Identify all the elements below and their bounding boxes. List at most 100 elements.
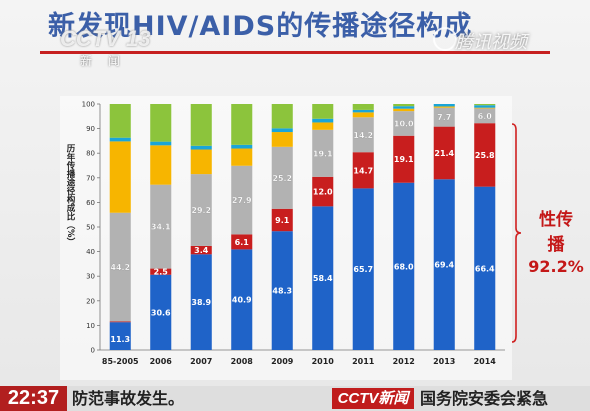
slide: 新发现HIV/AIDS的传播途径构成 CCTV 13 新 闻 腾讯视频 0 10 2… xyxy=(0,0,590,386)
bar-segment xyxy=(190,254,212,350)
bar-segment xyxy=(352,112,374,118)
bar-segment xyxy=(474,186,496,350)
bar-segment xyxy=(109,104,131,138)
bar-segment xyxy=(474,105,496,108)
y-tick-label: 50 xyxy=(86,224,95,232)
bar-data-label: 58.4 xyxy=(313,274,333,283)
bar-segment xyxy=(352,188,374,350)
sexual-transmission-callout: 性传 播 92.2% xyxy=(524,205,588,276)
bar-segment xyxy=(312,129,334,177)
x-tick-label: 2010 xyxy=(312,357,335,366)
bar-segment xyxy=(271,231,293,350)
callout-bracket xyxy=(511,123,522,343)
y-tick-label: 70 xyxy=(86,174,95,182)
y-tick-label: 30 xyxy=(86,273,95,281)
bar-data-label: 6.0 xyxy=(478,112,493,121)
bar-data-label: 2.5 xyxy=(154,268,169,277)
bar-segment xyxy=(231,144,253,149)
bar-segment xyxy=(474,104,496,106)
bar-segment xyxy=(190,145,212,150)
bar-segment xyxy=(433,179,455,350)
bar-segment xyxy=(231,249,253,350)
slide-title: 新发现HIV/AIDS的传播途径构成 xyxy=(48,11,473,42)
x-tick-label: 2008 xyxy=(231,357,254,366)
y-tick-label: 0 xyxy=(91,347,95,355)
x-tick-label: 2011 xyxy=(352,357,375,366)
bar-segment xyxy=(271,128,293,133)
bar-segment xyxy=(150,104,172,142)
y-tick-label: 80 xyxy=(86,150,95,158)
bar-data-label: 27.9 xyxy=(232,196,252,205)
bar-segment xyxy=(352,152,374,189)
bar-data-label: 25.2 xyxy=(272,174,292,183)
bar-segment xyxy=(271,104,293,129)
bar-segment xyxy=(231,234,253,250)
news-ticker: 22:37 防范事故发生。 CCTV新闻 国务院安委会紧急 xyxy=(0,386,590,411)
bar-data-label: 25.8 xyxy=(475,151,495,160)
bar-segment xyxy=(433,106,455,108)
bar-data-label: 3.4 xyxy=(194,246,209,255)
callout-line-1: 性传 xyxy=(539,210,573,230)
bar-data-label: 65.7 xyxy=(353,265,373,274)
bar-segment xyxy=(109,212,131,322)
bar-segment xyxy=(190,174,212,246)
bar-segment xyxy=(271,208,293,232)
bar-segment xyxy=(150,268,172,275)
bar-data-label: 48.3 xyxy=(272,287,292,296)
bar-segment xyxy=(271,146,293,209)
bar-segment xyxy=(271,132,293,147)
bar-segment xyxy=(352,104,374,110)
stacked-bar-chart: 0102030405060708090100历年传播途径构成比（%）11.30.… xyxy=(60,96,522,380)
bar-data-label: 69.4 xyxy=(434,261,454,270)
bar-segment xyxy=(312,104,334,119)
bar-segment xyxy=(393,106,415,109)
bar-data-label: 10.0 xyxy=(394,119,414,128)
ticker-clock: 22:37 xyxy=(0,386,67,411)
bar-segment xyxy=(312,206,334,350)
bar-segment xyxy=(474,108,496,124)
bar-data-label: 29.2 xyxy=(191,206,211,215)
bar-data-label: 11.3 xyxy=(110,335,130,344)
bar-segment xyxy=(474,123,496,187)
bar-segment xyxy=(393,111,415,136)
bar-data-label: 68.0 xyxy=(394,262,414,271)
bar-segment xyxy=(352,117,374,153)
bar-segment xyxy=(190,245,212,255)
bar-segment xyxy=(433,107,455,127)
title-underline xyxy=(40,51,550,54)
bar-data-label: 6.1 xyxy=(235,238,250,247)
bar-segment xyxy=(393,108,415,112)
bar-segment xyxy=(231,148,253,166)
bar-segment xyxy=(231,104,253,145)
y-tick-label: 40 xyxy=(86,248,95,256)
y-tick-label: 20 xyxy=(86,297,95,305)
bar-data-label: 19.1 xyxy=(313,149,333,158)
y-tick-label: 100 xyxy=(82,101,95,109)
bar-data-label: 40.9 xyxy=(232,296,252,305)
bar-data-label: 12.0 xyxy=(313,188,333,197)
x-tick-label: 2009 xyxy=(271,357,294,366)
cctv-news-logo: CCTV新闻 xyxy=(332,388,414,409)
bar-segment xyxy=(109,141,131,213)
bar-data-label: 7.7 xyxy=(437,113,451,122)
y-tick-label: 60 xyxy=(86,199,95,207)
y-axis-title: 历年传播途径构成比（%） xyxy=(65,144,76,246)
bar-data-label: 34.1 xyxy=(151,223,171,232)
bar-segment xyxy=(433,104,455,107)
bar-data-label: 44.2 xyxy=(110,263,130,272)
bar-segment xyxy=(150,184,172,269)
bar-segment xyxy=(433,126,455,180)
bar-segment xyxy=(312,176,334,207)
bar-data-label: 14.2 xyxy=(353,131,373,140)
callout-line-2: 播 xyxy=(547,235,565,255)
y-tick-label: 90 xyxy=(86,125,95,133)
bar-segment xyxy=(109,137,131,142)
tencent-video-logo-icon xyxy=(433,27,457,51)
bar-segment xyxy=(352,109,374,113)
bar-data-label: 66.4 xyxy=(475,264,495,273)
bar-segment xyxy=(190,149,212,175)
bar-segment xyxy=(393,135,415,183)
bar-data-label: 30.6 xyxy=(151,308,171,317)
bar-segment xyxy=(109,322,131,350)
x-tick-label: 2007 xyxy=(190,357,212,366)
